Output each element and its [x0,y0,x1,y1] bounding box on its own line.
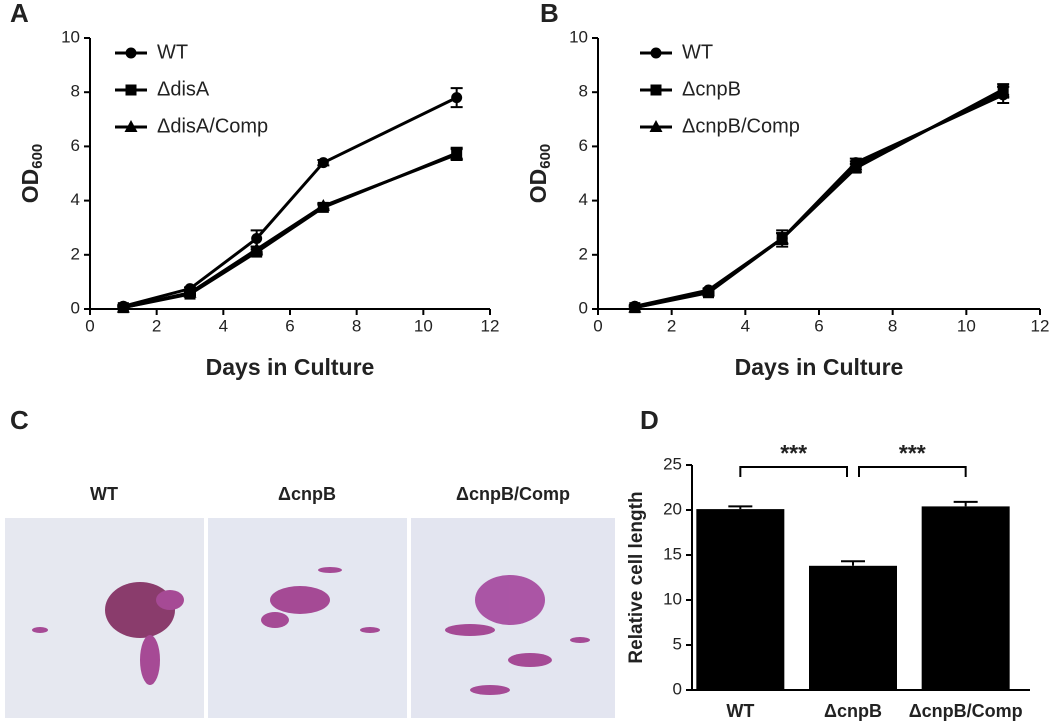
significance-bracket [858,466,967,477]
x-tick-label: 2 [152,316,161,335]
micrograph [208,518,407,718]
x-tick-label: ΔcnpB/Comp [909,701,1023,721]
marker [251,233,263,245]
y-axis-label: OD600 [525,144,554,204]
y-tick-label: 0 [673,679,682,698]
x-tick-label: 12 [481,316,500,335]
y-tick-label: 20 [663,499,682,518]
panel-label: C [10,405,29,435]
bar [921,506,1010,690]
y-tick-label: 6 [71,136,80,155]
marker [450,147,464,160]
y-tick-label: 15 [663,544,682,563]
x-tick-label: 8 [352,316,361,335]
x-tick-label: 8 [888,316,897,335]
micrographs [5,518,615,718]
x-tick-label: WT [726,701,754,721]
x-tick-label: 6 [814,316,823,335]
y-tick-label: 2 [71,244,80,263]
panel-label: B [540,0,559,28]
x-tick-label: 0 [85,316,94,335]
legend-label: ΔdisA [157,78,210,100]
marker [702,284,715,297]
series-line [123,151,458,310]
x-axis-label: Days in Culture [735,354,904,380]
panel-label: A [10,0,29,28]
y-tick-label: 6 [579,136,588,155]
significance-label: *** [899,440,926,466]
marker [451,92,463,104]
y-tick-label: 10 [61,27,80,46]
image-label: ΔcnpB/Comp [456,484,570,504]
legend-label: WT [682,41,713,63]
x-tick-label: 12 [1031,316,1050,335]
marker [317,157,329,169]
y-tick-label: 10 [569,27,588,46]
x-tick-label: 4 [741,316,750,335]
marker [125,84,137,96]
marker [316,199,330,212]
y-axis-label-sub: 600 [537,144,554,169]
legend-label: ΔcnpB/Comp [682,115,800,137]
error-bar [841,560,865,566]
marker [125,47,137,59]
y-axis-label: Relative cell length [626,491,647,663]
marker [250,242,264,255]
panel-label: D [640,405,659,435]
y-tick-label: 4 [71,190,80,209]
marker [628,300,642,313]
bar [809,565,897,690]
y-tick-label: 10 [663,589,682,608]
error-bar [953,500,978,507]
image-label: ΔcnpB [278,484,336,504]
marker [996,85,1010,98]
y-axis-label: OD600 [17,144,46,204]
marker [183,285,197,298]
error-bar [728,505,753,510]
y-axis-label-main: OD [525,169,551,204]
significance-label: *** [780,440,807,466]
image-label: WT [90,484,118,504]
x-tick-label: 0 [593,316,602,335]
marker [849,158,863,171]
legend-label: ΔdisA/Comp [157,115,268,137]
y-tick-label: 0 [579,298,588,317]
cells [32,567,590,695]
micrograph [5,518,204,718]
y-tick-label: 25 [663,454,682,473]
y-tick-label: 2 [579,244,588,263]
y-axis-label-sub: 600 [29,144,46,169]
x-tick-label: 4 [219,316,228,335]
x-tick-label: 6 [285,316,294,335]
marker [650,47,662,59]
marker [649,120,663,132]
x-axis-label: Days in Culture [206,354,375,380]
significance-bracket [739,466,848,477]
y-tick-label: 8 [579,82,588,101]
y-tick-label: 5 [673,634,682,653]
marker [650,84,662,96]
legend-label: WT [157,41,188,63]
x-tick-label: ΔcnpB [824,701,882,721]
x-tick-label: 2 [667,316,676,335]
y-tick-label: 4 [579,190,588,209]
legend-label: ΔcnpB [682,78,741,100]
y-tick-label: 8 [71,82,80,101]
x-tick-label: 10 [414,316,433,335]
y-tick-label: 0 [71,298,80,317]
y-axis-label-main: OD [17,169,43,204]
x-tick-label: 10 [957,316,976,335]
marker [116,300,130,313]
marker [775,231,789,244]
marker [124,120,138,132]
bar [696,509,785,690]
